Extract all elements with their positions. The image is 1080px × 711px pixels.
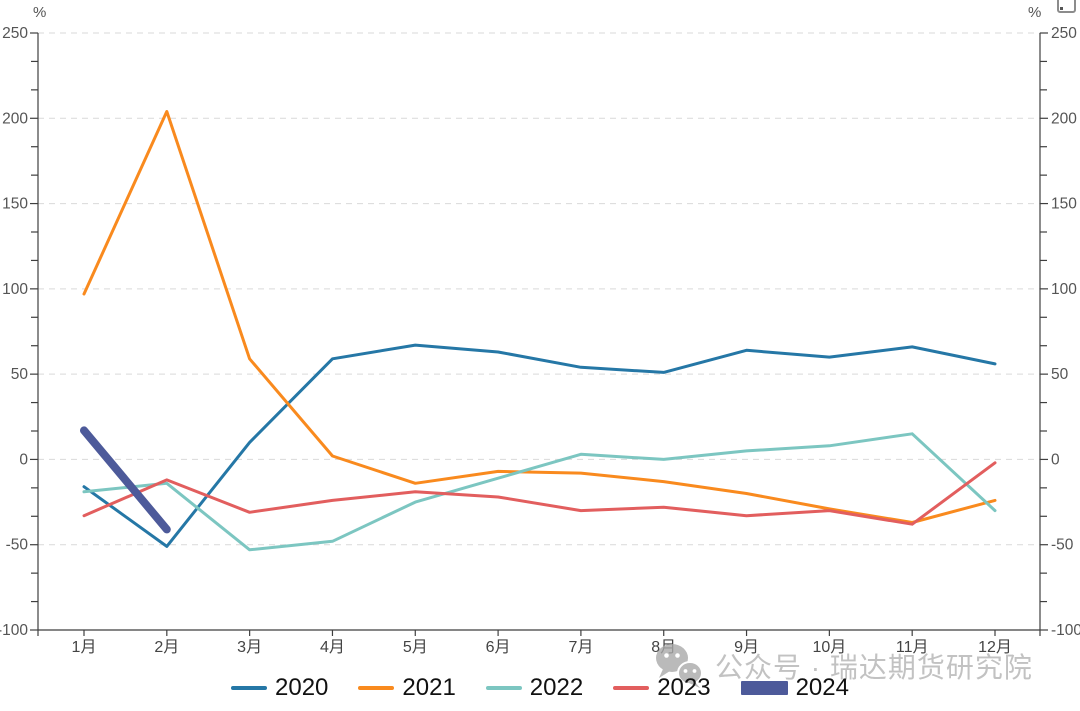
x-tick-label: 1月 [72, 639, 97, 656]
y-tick-label-right: 250 [1051, 25, 1077, 42]
series-line-2020 [82, 343, 997, 548]
y-axis-unit-left: % [33, 4, 47, 21]
corner-widget-icon[interactable] [1057, 0, 1076, 13]
legend-label-2024: 2024 [795, 674, 849, 701]
x-tick-label: 7月 [568, 639, 593, 656]
legend-item-2022[interactable]: 2022 [485, 674, 584, 701]
y-tick-label-right: 100 [1051, 281, 1077, 298]
y-tick-label-left: 50 [11, 366, 29, 383]
axes [30, 32, 1048, 636]
legend-label-2022: 2022 [529, 674, 584, 701]
y-axis-unit-right: % [1028, 4, 1042, 21]
y-tick-label-right: -100 [1051, 622, 1080, 639]
legend-swatch-2020 [231, 686, 268, 690]
y-tick-label-right: 50 [1051, 366, 1069, 383]
series-line-2021 [82, 110, 997, 524]
x-tick-label: 6月 [486, 639, 511, 656]
y-tick-label-right: 150 [1051, 196, 1077, 213]
legend-label-2020: 2020 [275, 674, 329, 701]
y-tick-label-left: 100 [2, 281, 28, 298]
legend-item-2020[interactable]: 2020 [231, 676, 328, 700]
y-tick-label-left: 0 [19, 451, 28, 468]
legend-swatch-2022 [485, 686, 522, 690]
legend: 2020 2021 2022 2023 2024 [0, 672, 1080, 704]
x-tick-label: 4月 [320, 639, 345, 656]
series-line-2023 [82, 461, 997, 526]
y-tick-label-left: 250 [2, 25, 28, 42]
x-tick-label: 3月 [237, 639, 262, 656]
corner-widget-dot [1060, 7, 1063, 10]
x-tick-label: 2月 [154, 639, 179, 656]
y-tick-label-left: -100 [0, 622, 28, 639]
x-tick-label: 5月 [403, 639, 428, 656]
legend-swatch-2021 [358, 686, 395, 690]
y-tick-label-right: 0 [1051, 451, 1060, 468]
y-tick-label-left: 150 [2, 196, 28, 213]
x-tick-label: 11月 [896, 639, 929, 656]
series-line-2024 [80, 426, 171, 534]
legend-label-2021: 2021 [402, 674, 456, 701]
y-tick-label-left: -50 [6, 537, 29, 554]
x-tick-label: 8月 [651, 639, 676, 656]
y-tick-label-right: 200 [1051, 110, 1077, 127]
x-tick-label: 10月 [812, 639, 846, 656]
legend-swatch-2023 [613, 686, 650, 690]
series-line-2022 [82, 432, 997, 552]
legend-item-2024[interactable]: 2024 [740, 674, 849, 701]
x-tick-label: 9月 [734, 639, 759, 656]
x-tick-label: 12月 [978, 639, 1012, 656]
gridlines [38, 32, 1040, 546]
legend-item-2023[interactable]: 2023 [613, 674, 711, 701]
y-tick-label-right: -50 [1051, 537, 1074, 554]
legend-label-2023: 2023 [657, 674, 711, 701]
y-tick-label-left: 200 [2, 110, 28, 127]
legend-item-2021[interactable]: 2021 [358, 674, 456, 701]
legend-swatch-2024 [740, 681, 788, 695]
axis-tick-labels: 250 250 200 200 150 150 100 100 50 50 0 0 -50 -50 -100… [0, 25, 1080, 656]
